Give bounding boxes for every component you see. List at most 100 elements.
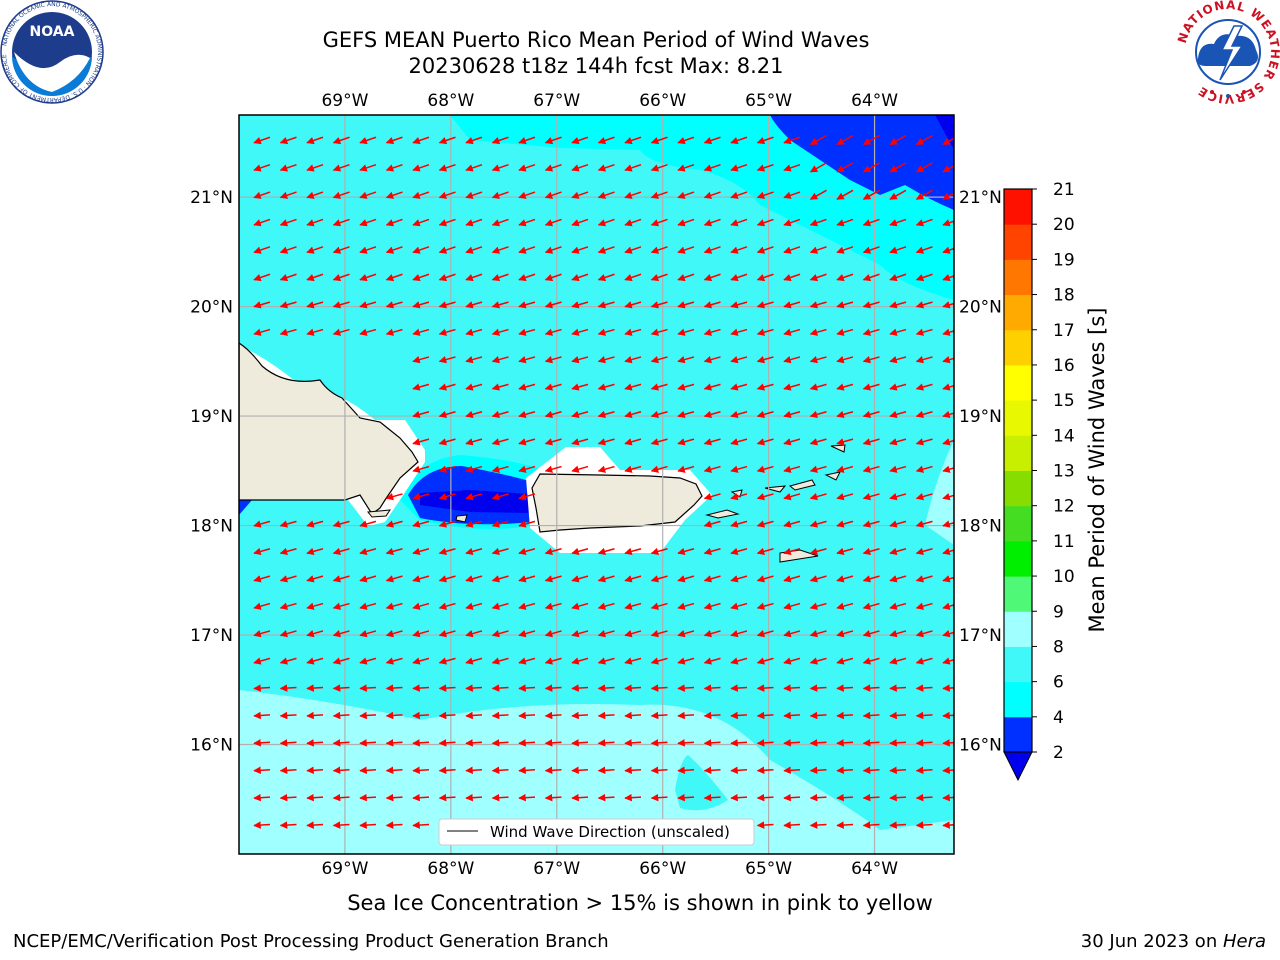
wave-direction-arrow [836, 134, 854, 146]
wave-direction-arrow [730, 493, 748, 501]
wave-direction-arrow [783, 218, 801, 227]
wave-direction-arrow [677, 410, 695, 419]
wave-direction-arrow [518, 218, 536, 227]
wave-direction-arrow [889, 520, 907, 528]
wave-direction-arrow [438, 657, 456, 665]
wave-direction-arrow [571, 136, 589, 145]
wave-direction-arrow [571, 356, 589, 364]
wave-direction-arrow [915, 766, 933, 775]
wave-direction-arrow [889, 657, 907, 665]
wave-direction-arrow [279, 602, 297, 610]
wave-direction-arrow [253, 684, 271, 692]
wave-direction-arrow [915, 547, 933, 556]
wave-direction-arrow [359, 273, 377, 282]
wave-direction-arrow [862, 793, 880, 802]
wave-direction-arrow [438, 602, 456, 610]
wave-direction-arrow [703, 383, 721, 391]
colorbar-tick-label: 21 [1053, 180, 1075, 200]
lat-tick-label-right: 21°N [959, 188, 1002, 208]
wave-direction-arrow [279, 163, 297, 172]
colorbar-tick-label: 6 [1053, 673, 1064, 693]
period-field-2-4-west [239, 500, 252, 515]
colorbar-segment [1004, 576, 1032, 612]
wave-direction-arrow [359, 630, 377, 638]
wave-direction-arrow [703, 218, 721, 227]
wave-direction-arrow [465, 383, 483, 391]
wave-direction-arrow [465, 273, 483, 282]
wave-direction-arrow [624, 657, 642, 665]
wave-direction-arrow [677, 739, 695, 747]
wave-direction-arrow [597, 739, 615, 747]
wave-direction-arrow [862, 465, 880, 473]
wave-direction-arrow [412, 793, 430, 802]
wave-direction-arrow [385, 301, 403, 309]
wave-direction-arrow [571, 191, 589, 199]
wave-direction-arrow [809, 657, 827, 665]
wave-direction-arrow [571, 438, 589, 446]
wave-direction-arrow [491, 547, 509, 556]
wave-direction-arrow [942, 219, 954, 227]
colorbar-segment [1004, 189, 1032, 225]
wave-direction-arrow [597, 711, 615, 720]
wave-direction-arrow [624, 465, 642, 473]
wave-direction-arrow [253, 218, 271, 227]
lat-tick-label-left: 20°N [190, 298, 233, 318]
wave-direction-arrow [889, 602, 907, 610]
wave-direction-arrow [385, 657, 403, 665]
wave-direction-arrow [650, 301, 668, 309]
wave-direction-arrow [597, 410, 615, 419]
wave-direction-arrow [809, 793, 827, 802]
wave-direction-arrow [332, 218, 350, 227]
wave-direction-arrow [942, 410, 954, 419]
wave-direction-arrow [756, 684, 774, 692]
lon-tick-label-bottom: 67°W [533, 859, 580, 879]
wave-direction-arrow [438, 163, 456, 172]
wave-direction-arrow [677, 575, 695, 583]
wave-direction-arrow [544, 766, 562, 775]
colorbar-segment [1004, 505, 1032, 542]
wave-direction-arrow [836, 356, 854, 364]
wave-direction-arrow [279, 547, 297, 556]
wave-direction-arrow [915, 602, 933, 610]
wave-direction-arrow [518, 246, 536, 254]
wave-direction-arrow [650, 602, 668, 610]
wave-direction-arrow [677, 657, 695, 665]
wave-direction-arrow [624, 356, 642, 364]
wave-direction-arrow [597, 273, 615, 282]
wave-direction-arrow [306, 766, 324, 775]
wave-direction-arrow [518, 136, 536, 145]
st-thomas [764, 485, 787, 493]
wave-direction-arrow [624, 273, 642, 282]
wave-direction-arrow [465, 356, 483, 364]
wave-direction-arrow [359, 136, 377, 145]
wave-direction-arrow [756, 301, 774, 309]
wave-direction-arrow [889, 739, 907, 747]
wave-direction-arrow [942, 602, 954, 610]
wave-direction-arrow [783, 356, 801, 364]
wave-direction-arrow [783, 493, 801, 501]
wave-direction-arrow [703, 493, 721, 501]
wave-direction-arrow [253, 163, 271, 172]
wave-direction-arrow [518, 328, 536, 336]
wave-direction-arrow [571, 793, 589, 802]
wave-direction-arrow [571, 575, 589, 583]
hispaniola-landmass [239, 342, 419, 515]
wave-direction-arrow [862, 547, 880, 556]
wave-direction-arrow [518, 273, 536, 282]
wave-direction-arrow [385, 218, 403, 227]
wave-direction-arrow [677, 218, 695, 227]
wave-direction-arrow [809, 134, 827, 146]
wave-direction-arrow [650, 711, 668, 720]
wave-direction-arrow [624, 328, 642, 336]
wave-direction-arrow [518, 793, 536, 802]
wave-direction-arrow [465, 766, 483, 775]
colorbar-tick-label: 19 [1053, 250, 1075, 270]
wave-direction-arrow [438, 356, 456, 364]
wave-direction-arrow [730, 657, 748, 665]
wave-direction-arrow [518, 438, 536, 446]
wave-direction-arrow [465, 630, 483, 638]
wave-direction-arrow [942, 793, 954, 802]
wave-direction-arrow [862, 328, 880, 336]
wave-direction-arrow [359, 575, 377, 583]
wave-direction-arrow [730, 520, 748, 528]
